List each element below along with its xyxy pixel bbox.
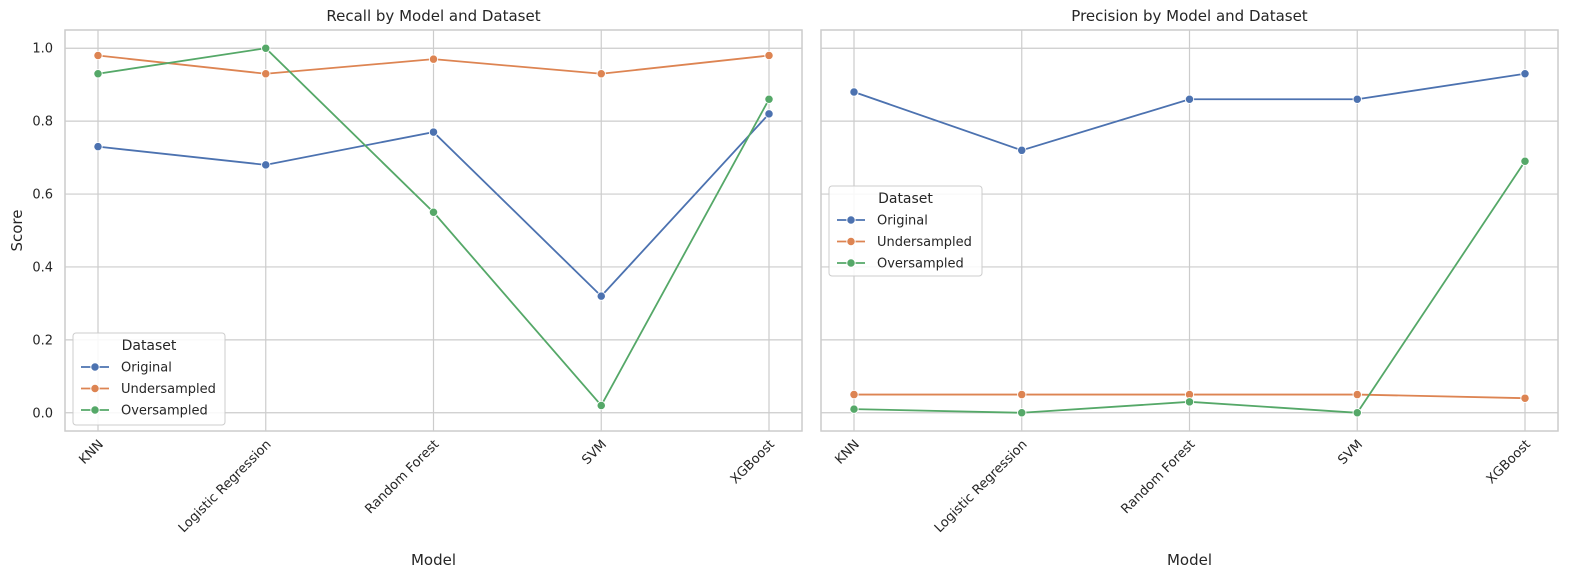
y-tick-label: 0.0 (32, 406, 53, 421)
precision-chart-panel: Precision by Model and Dataset KNN Logisti… (820, 7, 1559, 569)
data-point (849, 87, 859, 97)
data-point (849, 404, 859, 414)
plot-frame (64, 29, 803, 432)
data-point (428, 54, 439, 64)
series-original (93, 109, 774, 301)
legend: Dataset Original Undersampled Oversampled (828, 185, 983, 277)
series-undersampled (849, 389, 1530, 403)
data-point (1520, 156, 1530, 166)
legend-entry: Oversampled (81, 404, 208, 419)
legend-entry: Undersampled (837, 235, 972, 250)
data-point (1017, 145, 1027, 155)
data-point (261, 43, 271, 53)
y-tick-label: 1.0 (32, 42, 53, 57)
data-point (596, 291, 606, 301)
legend-label: Undersampled (877, 235, 972, 250)
chart-title: Precision by Model and Dataset (1071, 7, 1308, 25)
x-axis-label: Model (1167, 551, 1212, 569)
data-point (1017, 408, 1027, 418)
legend-label: Undersampled (121, 382, 216, 397)
x-tick-label: Random Forest (1119, 437, 1199, 517)
legend-swatch-marker (846, 215, 856, 225)
x-tick-label: Random Forest (363, 437, 443, 517)
data-point (1520, 69, 1530, 79)
data-point (93, 142, 103, 152)
plot-frame (820, 29, 1559, 432)
legend-entry: Undersampled (81, 382, 216, 397)
data-point (596, 69, 606, 79)
y-tick-label: 0.8 (32, 115, 53, 130)
legend-swatch-marker (90, 383, 100, 394)
legend-swatch-marker (846, 236, 856, 247)
x-tick-label: Logistic Regression (932, 437, 1031, 536)
data-point (93, 50, 103, 61)
legend-label: Original (121, 361, 172, 376)
series-undersampled (93, 50, 774, 79)
data-point (764, 94, 774, 104)
data-point (1184, 397, 1195, 407)
legend: Dataset Original Undersampled Oversampled (72, 332, 226, 426)
data-point (1184, 94, 1195, 104)
data-point (596, 400, 606, 411)
legend-label: Original (877, 214, 928, 229)
series-original (849, 69, 1530, 155)
x-axis-label: Model (411, 551, 456, 569)
x-tick-label: Logistic Regression (176, 437, 275, 536)
y-tick-label: 0.4 (32, 260, 53, 275)
series-oversampled (849, 156, 1530, 418)
legend-swatch-marker (846, 258, 856, 268)
legend-box (72, 332, 226, 426)
y-axis-label: Score (8, 209, 26, 251)
y-tick-label: 0.2 (32, 333, 53, 348)
data-point (1352, 94, 1362, 104)
legend-entry: Original (81, 361, 172, 376)
legend-label: Oversampled (121, 404, 208, 419)
data-point (428, 207, 439, 217)
data-point (1352, 389, 1362, 400)
data-point (849, 389, 859, 400)
legend-swatch-marker (90, 362, 100, 372)
legend-box (828, 185, 983, 277)
data-point (1352, 408, 1362, 418)
data-point (93, 69, 103, 79)
y-tick-label: 0.6 (32, 188, 53, 203)
recall-chart-panel: Recall by Model and Dataset 0.0 0.2 0.4 0.6 0… (8, 7, 803, 569)
data-point (428, 127, 439, 137)
x-tick-label: SVM (579, 437, 610, 468)
x-tick-label: KNN (76, 437, 106, 467)
legend-label: Oversampled (877, 257, 964, 272)
x-tick-label: XGBoost (728, 437, 778, 487)
data-point (764, 50, 774, 61)
x-tick-label: KNN (832, 437, 862, 467)
data-point (1520, 393, 1530, 403)
legend-title: Dataset (878, 191, 933, 207)
data-point (261, 69, 271, 79)
chart-title: Recall by Model and Dataset (326, 7, 540, 25)
x-tick-label: SVM (1335, 437, 1366, 468)
legend-entry: Original (837, 214, 928, 229)
legend-entry: Oversampled (837, 257, 964, 272)
legend-swatch-marker (90, 405, 100, 415)
series-oversampled (93, 43, 774, 411)
data-point (1017, 389, 1027, 400)
legend-title: Dataset (122, 338, 177, 354)
x-tick-label: XGBoost (1484, 437, 1534, 487)
data-point (261, 160, 271, 170)
data-point (764, 109, 774, 119)
